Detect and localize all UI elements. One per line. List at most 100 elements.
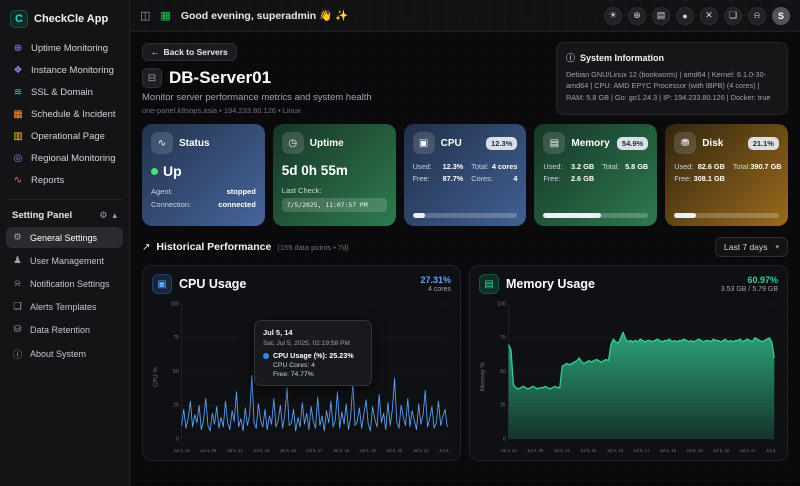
theme-toggle-icon[interactable]: ☀ [604, 6, 622, 25]
memory-total: 5.8 GB [625, 162, 649, 171]
svg-text:75: 75 [500, 335, 506, 341]
sidebar-toggle-icon[interactable]: ◫ [140, 10, 151, 22]
settings-item-alerts-templates[interactable]: ❏ Alerts Templates [6, 296, 123, 317]
connection-row: Connection: connected [151, 200, 256, 209]
settings-item-label: Notification Settings [30, 278, 110, 289]
settings-item-label: General Settings [30, 232, 98, 243]
settings-item-data-retention[interactable]: ⛁ Data Retention [6, 319, 123, 340]
pulse-icon: ∿ [151, 132, 173, 154]
last-check-label: Last Check: [281, 186, 322, 195]
person-icon: ♟ [13, 255, 22, 266]
cpu-chart-tooltip: Jul 5, 14 Sat, Jul 5, 2025, 02:19:58 PM … [254, 320, 372, 386]
cpu-card[interactable]: ▣ CPU 12.3% Used: 12.3% Total: 4 cores Fre… [403, 124, 527, 226]
sidebar-item-label: Regional Monitoring [31, 153, 116, 164]
time-range-select[interactable]: Last 7 days ▾ [715, 237, 788, 257]
svg-text:Jul 5, 16: Jul 5, 16 [607, 448, 624, 453]
server-hero-left: ← Back to Servers ⊟ DB-Server01 Monitor … [142, 42, 546, 115]
memory-card[interactable]: ▤ Memory 54.9% Used: 3.2 GB Total: 5.8 GB … [534, 124, 658, 226]
memory-usage-chart-card: ▤ Memory Usage 60.97% 3.53 GB / 5.79 GB … [469, 265, 788, 461]
sidebar-divider [8, 199, 121, 200]
sidebar-item-operational-page[interactable]: ▥ Operational Page [6, 126, 123, 147]
sidebar-item-label: Schedule & Incident [31, 109, 116, 120]
cpu-free: 87.7% [442, 174, 464, 183]
sidebar-item-label: Operational Page [31, 131, 105, 142]
svg-text:Jul 5, 14: Jul 5, 14 [227, 448, 244, 453]
charts-row: ▣ CPU Usage 27.31% 4 cores CPU % 100 75 50… [142, 265, 788, 461]
trend-icon: ↗ [142, 241, 151, 253]
memory-current-value: 60.97% [747, 275, 778, 285]
sidebar-item-uptime-monitoring[interactable]: ⊕ Uptime Monitoring [6, 38, 123, 59]
sidebar-item-schedule-incident[interactable]: ▦ Schedule & Incident [6, 104, 123, 125]
agent-row: Agent: stopped [151, 187, 256, 196]
settings-item-label: About System [30, 349, 87, 359]
grid-table-icon[interactable]: ▦ [160, 10, 171, 22]
svg-text:Jul 5, 19: Jul 5, 19 [686, 448, 703, 453]
svg-text:0: 0 [176, 436, 179, 442]
metric-cards: ∿ Status Up Agent: stopped Connection: con… [142, 124, 788, 226]
memory-used: 3.2 GB [570, 162, 595, 171]
feedback-icon[interactable]: ❏ [724, 6, 742, 25]
clock-icon: ◷ [281, 132, 304, 154]
calendar-icon: ▦ [13, 109, 23, 120]
svg-text:Jul 4, 09: Jul 4, 09 [200, 448, 217, 453]
setting-panel-label: Setting Panel [12, 210, 73, 221]
svg-text:Jul 5, 18: Jul 5, 18 [333, 448, 350, 453]
app-logo-row[interactable]: C CheckCle App [6, 6, 123, 38]
svg-text:Jul 5, 17: Jul 5, 17 [306, 448, 323, 453]
sidebar-item-reports[interactable]: ∿ Reports [6, 170, 123, 191]
server-subtitle: Monitor server performance metrics and s… [142, 92, 372, 103]
notifications-icon[interactable]: ⍾ [748, 6, 766, 25]
chevron-down-icon: ▾ [775, 244, 779, 251]
layers-icon: ≋ [13, 87, 23, 98]
disk-used: 82.6 GB [697, 162, 725, 171]
sidebar-item-label: Instance Monitoring [31, 65, 114, 76]
settings-item-about-system[interactable]: ⓘ About System [6, 342, 123, 366]
sidebar-item-regional-monitoring[interactable]: ◎ Regional Monitoring [6, 148, 123, 169]
svg-text:Jul 5, 23: Jul 5, 23 [766, 448, 778, 453]
back-to-servers-button[interactable]: ← Back to Servers [142, 43, 237, 61]
app-logo-icon: C [10, 10, 28, 28]
cpu-usage-chart-card: ▣ CPU Usage 27.31% 4 cores CPU % 100 75 50… [142, 265, 461, 461]
info-icon: ⓘ [566, 53, 576, 63]
settings-item-general-settings[interactable]: ⚙ General Settings [6, 227, 123, 248]
sidebar-item-instance-monitoring[interactable]: ❖ Instance Monitoring [6, 60, 123, 81]
back-label: Back to Servers [163, 47, 228, 57]
cpu-current-value: 27.31% [420, 275, 451, 285]
cpu-chart-plot[interactable]: 100 75 50 25 0 Jul 3, 23 Jul 4, 09 Jul 5, 14 Jul… [161, 298, 451, 456]
docs-icon[interactable]: ▤ [652, 6, 670, 25]
sidebar-item-ssl-domain[interactable]: ≋ SSL & Domain [6, 82, 123, 103]
uptime-card[interactable]: ◷ Uptime 5d 0h 55m Last Check: 7/5/2025,… [272, 124, 396, 226]
settings-item-user-management[interactable]: ♟ User Management [6, 250, 123, 271]
svg-text:Jul 5, 23: Jul 5, 23 [439, 448, 451, 453]
server-title-row: ⊟ DB-Server01 [142, 68, 546, 88]
svg-text:Jul 4, 09: Jul 4, 09 [527, 448, 544, 453]
svg-text:75: 75 [173, 335, 179, 341]
language-icon[interactable]: ⊕ [628, 6, 646, 25]
system-info-details: Debian GNU/Linux 12 (bookworm) | amd64 |… [566, 70, 771, 102]
uptime-card-title: Uptime [309, 137, 344, 149]
disk-progress-bar [674, 213, 779, 218]
svg-text:Jul 3, 23: Jul 3, 23 [500, 448, 517, 453]
disk-card[interactable]: ⛃ Disk 21.1% Used: 82.6 GB Total: 390.7 GB… [665, 124, 788, 226]
disk-icon: ⛃ [674, 132, 697, 154]
svg-text:Jul 5, 20: Jul 5, 20 [386, 448, 403, 453]
svg-text:0: 0 [503, 436, 506, 442]
svg-text:Jul 5, 15: Jul 5, 15 [580, 448, 597, 453]
status-card-title: Status [179, 137, 210, 149]
bell-icon: ⍾ [14, 278, 21, 289]
github-icon[interactable]: ● [676, 6, 694, 25]
settings-item-notification-settings[interactable]: ⍾ Notification Settings [6, 273, 123, 294]
gear-icon: ⚙ [13, 232, 22, 243]
svg-text:25: 25 [500, 403, 506, 409]
sidebar: C CheckCle App ⊕ Uptime Monitoring ❖ Instan… [0, 0, 130, 486]
pin-icon: ◎ [13, 153, 23, 164]
server-icon: ⊟ [142, 68, 162, 88]
setting-panel-header[interactable]: Setting Panel ⚙ ▴ [6, 207, 123, 227]
disk-badge: 21.1% [747, 136, 779, 150]
twitter-icon[interactable]: ✕ [700, 6, 718, 25]
status-card[interactable]: ∿ Status Up Agent: stopped Connection: con… [142, 124, 265, 226]
content: ← Back to Servers ⊟ DB-Server01 Monitor … [130, 32, 800, 486]
memory-chart-plot[interactable]: 100 75 50 25 0 Jul 3, 23 Jul 4, 09 Jul 5, 14 Jul… [488, 298, 778, 456]
user-avatar[interactable]: S [772, 6, 790, 25]
sidebar-item-label: Reports [31, 175, 65, 186]
